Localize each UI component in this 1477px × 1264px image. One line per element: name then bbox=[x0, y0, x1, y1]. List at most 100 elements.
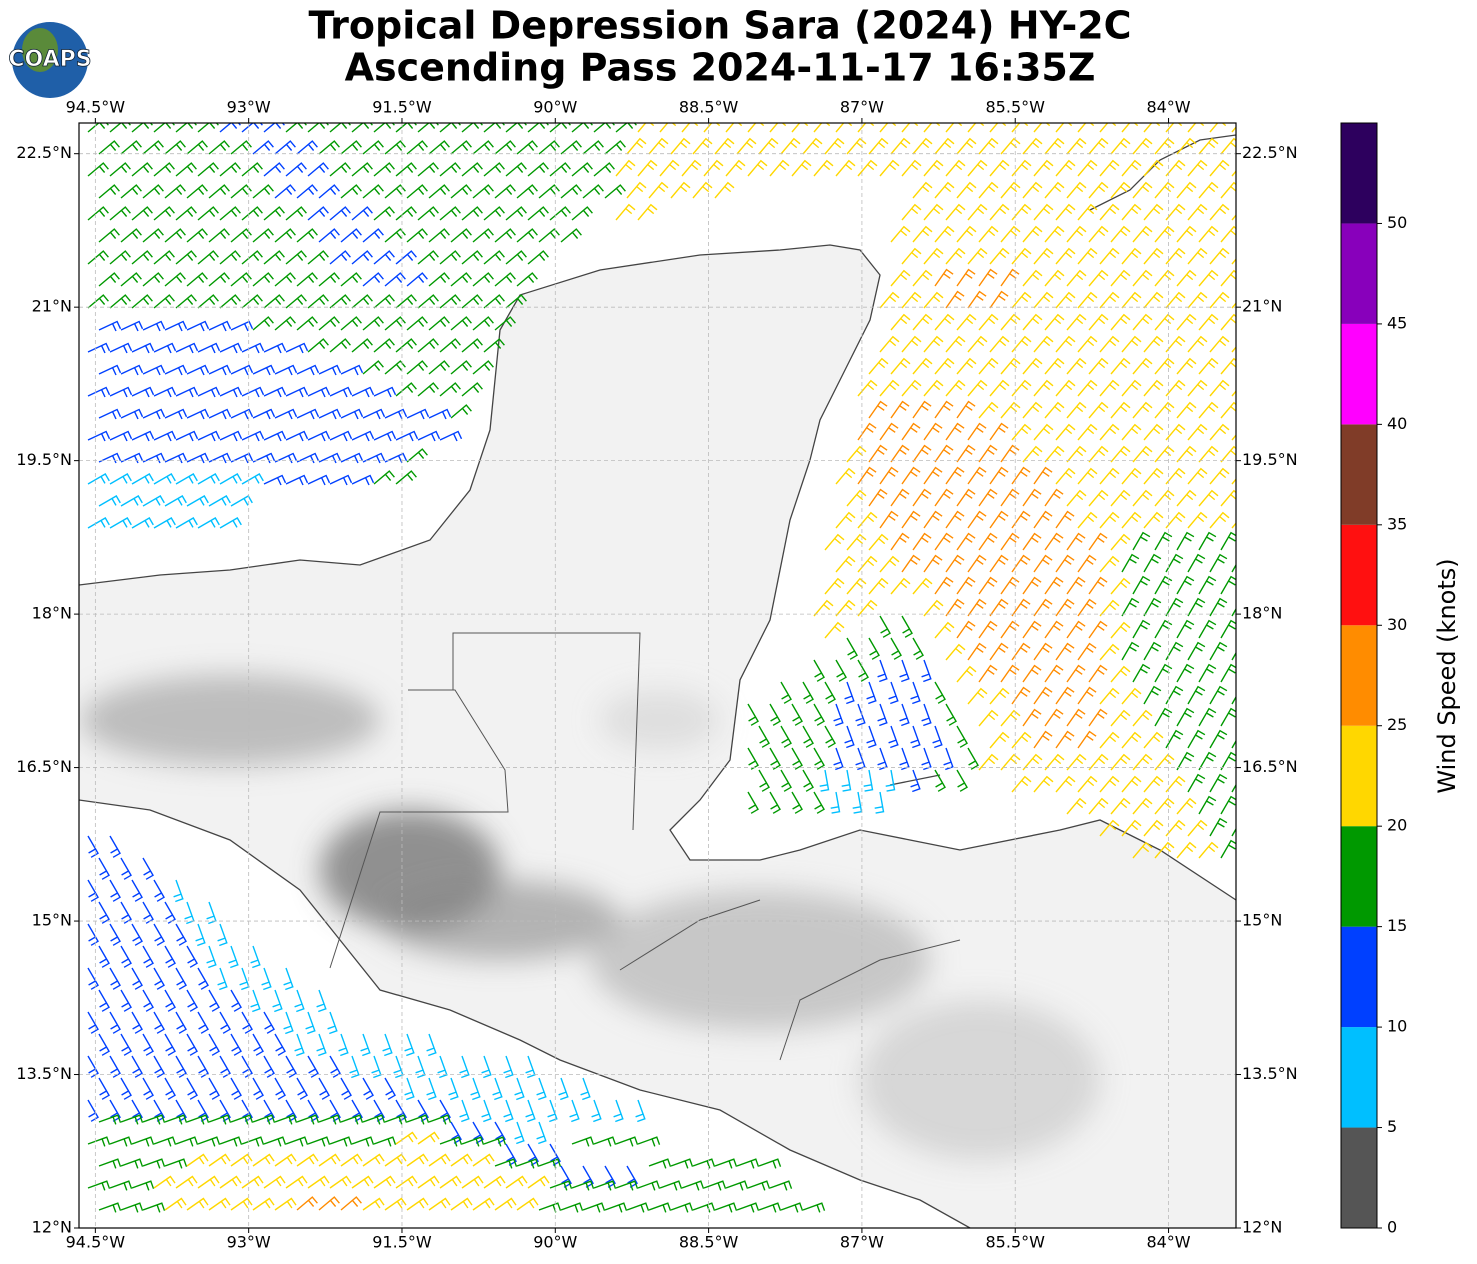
wind-barb bbox=[1033, 247, 1054, 265]
wind-barb bbox=[109, 386, 133, 398]
wind-barb bbox=[307, 1099, 319, 1122]
wind-barb bbox=[1231, 783, 1236, 793]
wind-barb bbox=[835, 555, 856, 573]
wind-barb bbox=[219, 1099, 231, 1122]
wind-barb bbox=[164, 228, 186, 243]
wind-barb bbox=[164, 364, 188, 376]
wind-barb bbox=[395, 1175, 418, 1189]
wind-barb bbox=[373, 386, 397, 398]
wind-barb bbox=[1154, 707, 1173, 727]
wind-barb bbox=[824, 621, 845, 639]
wind-barb bbox=[340, 1077, 352, 1100]
wind-barb bbox=[648, 181, 669, 199]
wind-barb bbox=[536, 1077, 547, 1101]
wind-barb bbox=[329, 474, 353, 486]
wind-barb bbox=[1121, 423, 1142, 441]
wind-barb bbox=[1143, 553, 1162, 573]
wind-barb bbox=[1176, 269, 1197, 287]
wind-barb bbox=[670, 181, 691, 199]
wind-barb bbox=[1099, 159, 1120, 177]
wind-barb bbox=[153, 1055, 165, 1078]
wind-barb bbox=[164, 1077, 176, 1100]
wind-barb bbox=[582, 1165, 594, 1188]
wind-barb bbox=[404, 1077, 415, 1101]
wind-barb bbox=[98, 945, 110, 968]
wind-barb bbox=[910, 681, 921, 705]
wind-barb bbox=[868, 637, 880, 660]
wind-barb bbox=[626, 1202, 650, 1213]
wind-barb bbox=[978, 401, 999, 419]
wind-barb bbox=[472, 1121, 484, 1144]
wind-barb bbox=[186, 1077, 198, 1100]
wind-barb bbox=[868, 533, 889, 551]
wind-barb bbox=[934, 137, 955, 155]
wind-barb bbox=[1209, 685, 1228, 705]
colorbar-frame bbox=[1340, 122, 1378, 1229]
wind-barb bbox=[142, 272, 164, 287]
wind-barb bbox=[670, 1202, 694, 1213]
wind-barb bbox=[428, 408, 452, 420]
wind-barb bbox=[230, 1197, 253, 1211]
wind-barb bbox=[186, 989, 198, 1012]
wind-barb bbox=[835, 659, 847, 682]
wind-barb bbox=[263, 342, 287, 354]
wind-barb bbox=[780, 681, 792, 704]
wind-barb bbox=[1154, 357, 1175, 375]
wind-barb bbox=[1187, 553, 1206, 573]
wind-barb bbox=[406, 408, 430, 420]
wind-barb bbox=[417, 1175, 440, 1189]
colorbar-segment bbox=[1341, 1127, 1377, 1228]
wind-barb bbox=[329, 206, 351, 221]
wind-barb bbox=[1055, 159, 1076, 177]
wind-barb bbox=[1209, 247, 1230, 265]
wind-barb bbox=[340, 316, 362, 331]
wind-barb bbox=[1187, 773, 1206, 793]
wind-barb bbox=[1165, 729, 1184, 749]
wind-barb bbox=[505, 162, 527, 177]
wind-barb bbox=[1132, 575, 1151, 595]
wind-barb bbox=[285, 430, 309, 442]
wind-barb bbox=[934, 181, 955, 199]
wind-barb bbox=[956, 225, 977, 243]
x-tick-label: 85.5°W bbox=[986, 98, 1046, 117]
wind-barb bbox=[1066, 532, 1086, 551]
wind-barb bbox=[164, 184, 186, 199]
wind-barb bbox=[1066, 313, 1087, 331]
wind-barb bbox=[934, 313, 955, 331]
wind-barb bbox=[824, 533, 845, 551]
wind-barb bbox=[395, 470, 417, 485]
wind-barb bbox=[164, 1158, 188, 1169]
wind-barb bbox=[1110, 313, 1131, 331]
wind-barb bbox=[483, 294, 505, 309]
wind-barb bbox=[263, 162, 285, 177]
wind-barb bbox=[87, 1099, 99, 1122]
wind-barb bbox=[219, 1136, 243, 1147]
wind-barb bbox=[340, 1153, 363, 1167]
wind-barb bbox=[912, 313, 933, 331]
wind-barb bbox=[978, 664, 998, 683]
wind-barb bbox=[1033, 203, 1054, 221]
wind-barb bbox=[1209, 423, 1230, 441]
wind-barb bbox=[318, 1196, 340, 1211]
wind-barb bbox=[142, 1033, 154, 1056]
wind-barb bbox=[1154, 225, 1175, 243]
wind-barb bbox=[173, 879, 184, 903]
wind-barb bbox=[637, 1180, 661, 1191]
wind-barb bbox=[219, 294, 241, 309]
wind-barb bbox=[1165, 291, 1186, 309]
wind-barb bbox=[1154, 841, 1175, 859]
wind-barb bbox=[153, 1136, 177, 1147]
wind-barb bbox=[1110, 797, 1131, 815]
wind-barb bbox=[1077, 511, 1098, 529]
wind-barb bbox=[120, 184, 142, 199]
wind-barb bbox=[428, 1114, 452, 1125]
wind-barb bbox=[197, 1011, 209, 1034]
wind-barb bbox=[1154, 313, 1175, 331]
wind-barb bbox=[153, 162, 175, 177]
wind-barb bbox=[395, 294, 417, 309]
wind-barb bbox=[329, 1099, 341, 1122]
wind-barb bbox=[450, 140, 472, 155]
wind-barb bbox=[131, 386, 155, 398]
wind-barb bbox=[1044, 137, 1065, 155]
wind-barb bbox=[142, 364, 166, 376]
